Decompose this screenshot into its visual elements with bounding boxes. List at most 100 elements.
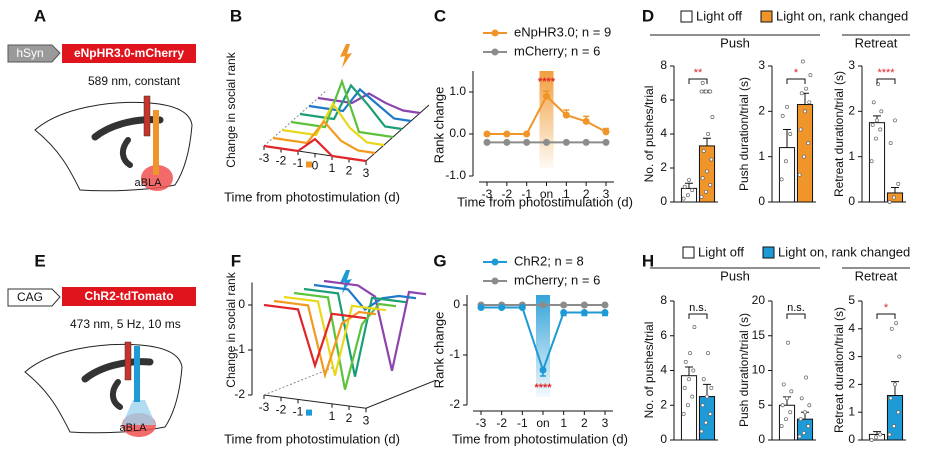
error-bar: [685, 182, 693, 189]
x-tick-label: -2: [276, 154, 287, 168]
x-tick-label: -1: [517, 416, 528, 430]
data-point: [699, 89, 704, 94]
y-tick-label: 6: [660, 328, 667, 342]
data-point: [688, 351, 693, 356]
annotation: n.s.: [689, 302, 707, 314]
data-point: [803, 410, 807, 415]
data-point: [789, 389, 794, 394]
error-bar: [703, 137, 711, 146]
target: [141, 165, 173, 191]
bar: [698, 145, 716, 203]
data-point: [708, 411, 713, 416]
y-tick-label: 2: [848, 377, 855, 391]
y-tick-label: 4: [660, 363, 667, 377]
construct-box: [62, 287, 196, 306]
point: [602, 138, 610, 146]
series-line: [293, 291, 397, 390]
brain-outline: [24, 343, 183, 434]
stimulus-marker: [306, 409, 312, 416]
error-bar: [891, 186, 899, 193]
annotation: ****: [534, 382, 552, 394]
x-axis-label: Time from photostimulation (d): [224, 189, 400, 204]
point: [601, 301, 609, 309]
data-point: [788, 132, 793, 136]
data-point: [682, 184, 687, 189]
data-point: [690, 394, 695, 399]
data-point: [709, 157, 714, 162]
y-tick-label: 0: [758, 194, 765, 208]
data-point: [701, 149, 706, 153]
point: [539, 366, 547, 374]
data-point: [804, 86, 809, 91]
data-point: [896, 181, 901, 186]
data-point: [897, 354, 902, 359]
data-point: [888, 396, 893, 401]
legend-label: mCherry; n = 6: [514, 272, 600, 287]
tract: [110, 379, 123, 410]
data-point: [803, 109, 807, 114]
x-tick-label: -3: [259, 151, 270, 165]
x-tick-label: 3: [602, 416, 609, 430]
legend-swatch: [760, 10, 773, 23]
x-tick-label: 2: [583, 187, 590, 201]
floor: [263, 104, 430, 162]
legend-marker: [491, 258, 499, 266]
legend-label: mCherry; n = 6: [514, 43, 600, 58]
tract: [120, 137, 133, 168]
annotation: ****: [538, 76, 556, 88]
legend-swatch: [762, 246, 775, 259]
data-point: [873, 435, 878, 440]
data-point: [706, 351, 711, 356]
data-point: [799, 396, 804, 401]
data-point: [700, 176, 705, 181]
panel-label: H: [642, 251, 654, 270]
region: aBLA: [120, 422, 148, 434]
series-line: [308, 87, 412, 123]
x-axis-label: Time from photostimulation (d): [224, 431, 400, 446]
data-point: [783, 159, 788, 164]
y-axis-label: Push duration/trial (s): [737, 77, 751, 191]
y-tick-label: 3: [758, 58, 765, 72]
diagram-a: hSyn eNpHR3.0-mCherry 589 nm, constant a…: [7, 44, 196, 192]
data-point: [875, 118, 879, 123]
data-point: [700, 403, 705, 408]
x-axis-label: Time from photostimulation (d): [452, 431, 628, 446]
y-tick-label: 1.0: [449, 84, 466, 98]
data-point: [878, 432, 883, 437]
series-line: [281, 101, 385, 147]
panel-label: D: [642, 6, 654, 25]
point: [523, 138, 531, 146]
bar: [778, 404, 796, 441]
data-point: [705, 394, 709, 399]
data-point: [708, 89, 713, 94]
error-bar: [703, 383, 711, 397]
bar: [778, 147, 796, 203]
x-tick-label: 1: [329, 409, 336, 423]
data-point: [691, 368, 696, 373]
data-point: [894, 321, 899, 326]
promoter: CAG: [17, 290, 43, 304]
point: [580, 301, 588, 309]
data-point: [896, 410, 901, 415]
data-point: [685, 193, 690, 198]
data-point: [703, 89, 708, 94]
bar: [796, 104, 814, 203]
x-tick-label: -2: [501, 187, 512, 201]
data-point: [703, 189, 708, 194]
data-point: [687, 177, 691, 182]
point: [477, 304, 485, 311]
data-point: [806, 424, 811, 429]
annotation: *: [884, 302, 889, 314]
data-point: [683, 359, 688, 364]
data-point: [887, 432, 892, 437]
promoter-box: [7, 44, 61, 63]
stimulus: 589 nm, constant: [88, 74, 181, 88]
y-tick-label: -1: [449, 347, 460, 361]
y-axis-label: Change in social rank: [224, 271, 238, 387]
point: [483, 130, 491, 138]
y-tick-label: 20: [752, 293, 766, 307]
y-axis-label: Change in social rank: [224, 51, 238, 167]
bracket: [688, 78, 708, 84]
y-tick-label: 4: [848, 321, 855, 335]
x-tick-label: 2: [346, 411, 353, 425]
